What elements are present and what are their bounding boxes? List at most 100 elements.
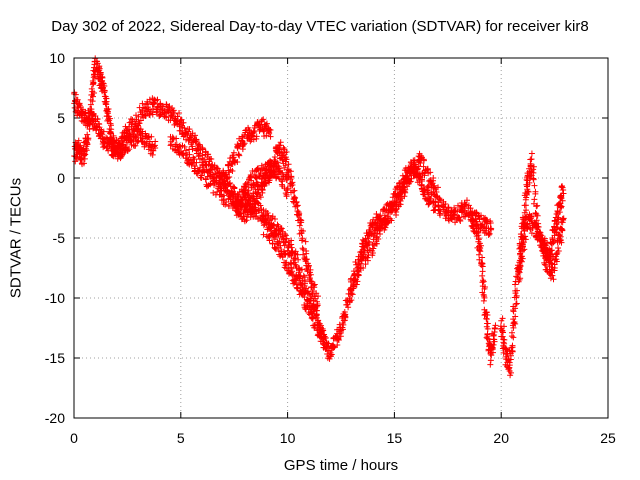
data-point [293, 198, 300, 205]
data-point [442, 215, 449, 222]
y-tick-label: 0 [57, 170, 65, 186]
data-point [419, 177, 426, 184]
data-point [530, 176, 537, 183]
data-point [193, 159, 200, 166]
data-point [95, 64, 102, 71]
data-point [480, 278, 487, 285]
data-point [100, 128, 107, 135]
data-point [159, 103, 166, 110]
data-point [311, 284, 318, 291]
data-point [424, 166, 431, 173]
data-point [531, 196, 538, 203]
data-point [350, 282, 357, 289]
data-point [208, 162, 215, 169]
data-point [507, 356, 514, 363]
data-point [519, 255, 526, 262]
data-point [288, 173, 295, 180]
data-point [313, 314, 320, 321]
data-point [283, 176, 290, 183]
data-point [326, 355, 333, 362]
data-point [180, 119, 187, 126]
data-point [154, 96, 161, 103]
data-point [99, 74, 106, 81]
data-point [190, 156, 197, 163]
data-point [188, 133, 195, 140]
data-point [550, 276, 557, 283]
y-tick-label: 10 [49, 50, 65, 66]
data-point [528, 230, 535, 237]
data-point [501, 340, 508, 347]
data-point [230, 149, 237, 156]
data-point [203, 167, 210, 174]
data-point [553, 251, 560, 258]
data-point [477, 212, 484, 219]
data-point [279, 169, 286, 176]
data-point [291, 194, 298, 201]
data-point [491, 336, 498, 343]
data-point [148, 108, 155, 115]
data-point [304, 268, 311, 275]
data-point [528, 169, 535, 176]
data-point [478, 260, 485, 267]
data-point [488, 343, 495, 350]
data-point [173, 135, 180, 142]
data-point [560, 187, 567, 193]
data-point [424, 189, 431, 196]
data-point [541, 235, 548, 242]
data-point [517, 275, 524, 282]
data-point [487, 225, 494, 232]
data-point [435, 207, 442, 214]
axis-ticks: 0 5 10 15 20 25 -20 -15 -10 -5 0 5 10 [45, 50, 616, 446]
data-point [264, 210, 271, 217]
data-point [406, 178, 413, 185]
data-point [348, 290, 355, 297]
data-point [157, 111, 164, 118]
data-point [163, 101, 170, 108]
y-tick-label: -15 [45, 350, 65, 366]
data-point [511, 318, 518, 325]
data-point [186, 126, 193, 133]
data-point [559, 197, 566, 204]
data-point [513, 301, 520, 308]
data-point [555, 214, 562, 221]
data-point [240, 213, 247, 220]
data-point [306, 291, 313, 298]
data-point [512, 305, 519, 312]
data-point [266, 237, 273, 244]
data-point [530, 166, 537, 173]
data-point [267, 133, 274, 140]
data-point [178, 116, 185, 123]
data-point [548, 260, 555, 267]
data-point [342, 311, 349, 318]
data-point [555, 245, 562, 252]
data-point [253, 179, 260, 186]
y-tick-label: -20 [45, 410, 65, 426]
data-point [334, 342, 341, 349]
data-point [108, 126, 115, 133]
data-point [287, 180, 294, 187]
data-point [492, 322, 499, 329]
chart-title: Day 302 of 2022, Sidereal Day-to-day VTE… [51, 18, 589, 35]
data-point [288, 265, 295, 272]
data-point [508, 369, 515, 376]
data-point [309, 303, 316, 310]
y-tick-label: -10 [45, 290, 65, 306]
data-point [78, 117, 85, 124]
data-point [500, 336, 507, 343]
data-point [100, 84, 107, 91]
data-point [451, 211, 458, 218]
data-point [297, 216, 304, 223]
data-point [407, 178, 414, 185]
data-point [500, 329, 507, 336]
data-point [435, 184, 441, 191]
data-point [521, 227, 528, 234]
data-point [312, 313, 319, 320]
data-point [272, 245, 279, 252]
x-tick-label: 10 [280, 430, 296, 446]
data-point [283, 149, 290, 156]
data-point [523, 207, 530, 214]
data-point [267, 225, 274, 232]
data-point [240, 193, 247, 200]
data-point [353, 281, 360, 288]
